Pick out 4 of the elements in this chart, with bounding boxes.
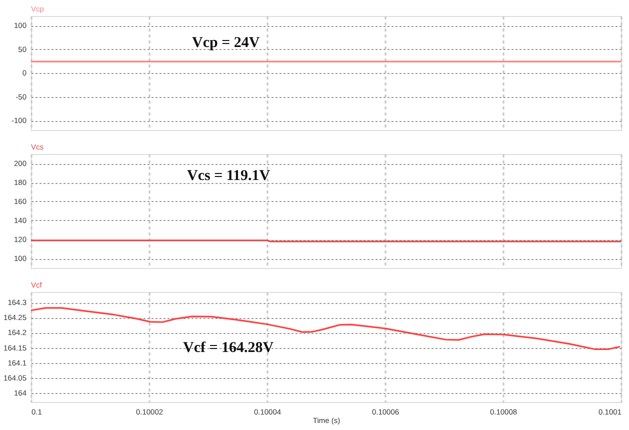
annotation: Vcs = 119.1V [187,168,270,184]
line-series [31,307,620,350]
annotation: Vcp = 24V [192,35,260,51]
annotation: Vcf = 164.28V [183,340,274,356]
